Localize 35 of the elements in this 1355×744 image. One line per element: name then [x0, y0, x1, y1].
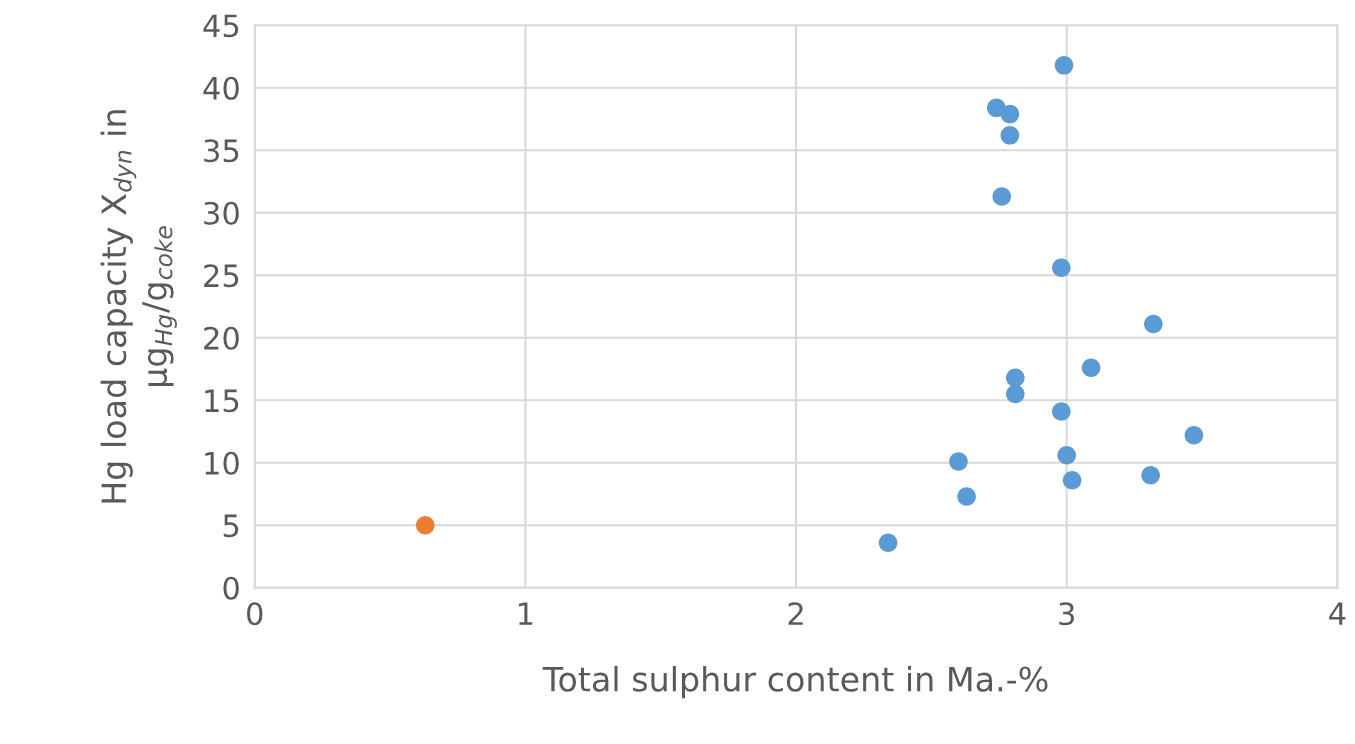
point [1062, 470, 1082, 490]
point [1144, 314, 1163, 334]
point [949, 452, 968, 471]
y-tick-label: 45 [203, 14, 239, 38]
x-tick-label: 3 [1059, 602, 1074, 626]
y-tick-label: 40 [203, 76, 239, 100]
point [957, 487, 976, 506]
x-tick-label: 2 [788, 602, 803, 625]
point [1000, 125, 1020, 145]
x-tick-label: 4 [1329, 602, 1346, 625]
y-tick-label: 30 [204, 201, 239, 225]
point [1051, 258, 1071, 278]
y-tick-label: 35 [204, 139, 239, 163]
y-tick-label: 25 [204, 264, 239, 288]
x-tick-label: 1 [519, 602, 533, 625]
point [1051, 402, 1071, 421]
point [1141, 465, 1160, 485]
point [1057, 445, 1077, 465]
y-tick-label: 0 [223, 576, 239, 600]
point [878, 533, 898, 553]
y-tick-label: 15 [205, 389, 239, 413]
x-axis-title: Total sulphur content in Ma.-% [542, 665, 1048, 699]
text: Hg load capacity X$_{dyn}$ in µg$_{Hg}$/g$_{coke}$ [100, 110, 177, 503]
y-tick-label: 5 [223, 514, 239, 538]
point [1081, 358, 1101, 378]
point [992, 187, 1012, 206]
x-tick-label: 0 [247, 602, 263, 626]
point [1005, 384, 1025, 404]
point [1005, 368, 1025, 388]
point [415, 515, 435, 535]
point [1000, 104, 1020, 124]
point [1054, 55, 1074, 75]
y-tick-label: 20 [204, 326, 239, 350]
point [1184, 425, 1204, 445]
y-tick-label: 10 [205, 451, 239, 475]
